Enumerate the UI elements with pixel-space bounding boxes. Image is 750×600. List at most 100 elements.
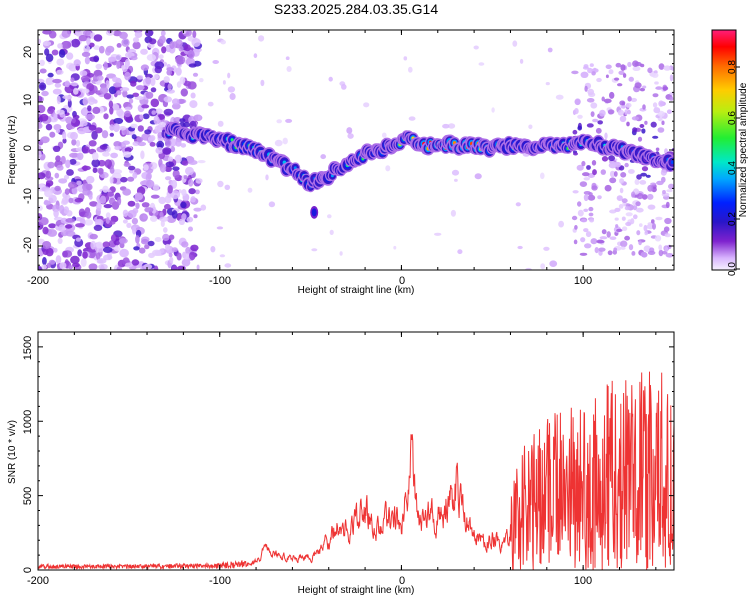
spectrogram-ytick-label: 20 (22, 46, 34, 58)
spectrogram-noise-blob (86, 183, 93, 191)
spectrogram-noise-blob (627, 61, 632, 68)
spectrogram-xtick-label: -200 (27, 275, 49, 287)
spectrogram-noise-blob (638, 240, 642, 246)
spectrogram-noise-blob (171, 265, 178, 270)
spectrogram-noise-blob (586, 123, 594, 128)
spectrogram-noise-blob (82, 251, 88, 259)
spectrogram-noise-blob (442, 123, 450, 129)
spectrogram-noise-blob (180, 201, 187, 209)
spectrogram-noise-blob (274, 139, 283, 147)
spectrogram-noise-blob (62, 138, 67, 144)
spectrogram-noise-blob (150, 194, 160, 199)
spectrogram-noise-blob (73, 59, 81, 67)
spectrogram-noise-blob (124, 58, 130, 68)
spectrogram-noise-blob (119, 248, 129, 258)
spectrogram-noise-blob (104, 159, 113, 169)
spectrogram-noise-blob (45, 170, 52, 179)
spectrogram-noise-blob (613, 247, 618, 252)
spectrogram-noise-blob (118, 238, 128, 244)
spectrogram-noise-blob (47, 107, 54, 115)
spectrogram-noise-blob (92, 152, 99, 161)
spectrogram-noise-blob (116, 266, 123, 270)
spectrogram-noise-blob (80, 75, 90, 82)
spectrogram-noise-blob (54, 172, 60, 179)
spectrogram-x-axis-label: Height of straight line (km) (298, 285, 415, 296)
spectrogram-noise-blob (589, 218, 595, 223)
spectrogram-noise-blob (655, 216, 663, 221)
spectrogram-noise-blob (647, 250, 656, 255)
spectrogram-noise-blob (64, 188, 70, 195)
spectrogram-noise-blob (603, 98, 612, 104)
spectrogram-noise-blob (119, 87, 130, 92)
spectrogram-noise-blob (619, 115, 627, 123)
spectrogram-noise-blob (70, 255, 80, 264)
spectrogram-noise-blob (588, 212, 594, 217)
spectrogram-noise-blob (665, 246, 669, 252)
spectrogram-noise-blob (140, 64, 149, 71)
spectrogram-noise-blob (116, 60, 121, 70)
spectrogram-noise-blob (639, 124, 645, 128)
spectrogram-noise-blob (144, 207, 154, 213)
spectrogram-noise-blob (604, 184, 612, 192)
spectrogram-noise-blob (150, 77, 156, 86)
spectrogram-noise-blob (621, 198, 628, 204)
spectrogram-noise-blob (631, 191, 636, 198)
spectrogram-noise-blob (210, 246, 216, 253)
spectrogram-noise-blob (655, 86, 663, 90)
spectrogram-noise-blob (154, 65, 162, 74)
spectrogram-noise-blob (147, 240, 155, 247)
spectrogram-noise-blob (158, 54, 164, 60)
spectrogram-noise-blob (141, 238, 149, 245)
spectrogram-noise-blob (328, 76, 333, 82)
spectrogram-noise-blob (227, 86, 236, 93)
spectrogram-noise-blob (102, 185, 109, 193)
spectrogram-noise-blob (162, 233, 170, 241)
spectrogram-noise-blob (217, 120, 224, 127)
spectrogram-noise-blob (79, 70, 88, 77)
spectrogram-noise-blob (124, 106, 132, 111)
spectrogram-noise-blob (185, 166, 194, 176)
spectrogram-noise-blob (601, 156, 609, 162)
snr-ytick-label: 500 (22, 487, 34, 505)
spectrogram-noise-blob (75, 30, 81, 33)
spectrogram-noise-blob (627, 96, 632, 102)
spectrogram-noise-blob (112, 76, 119, 83)
spectrogram-noise-blob (596, 77, 602, 83)
spectrogram-noise-blob (103, 204, 113, 209)
spectrogram-noise-blob (42, 257, 47, 266)
spectrogram-noise-blob (619, 100, 626, 106)
spectrogram-noise-blob (42, 41, 52, 46)
spectrogram-noise-blob (632, 66, 641, 71)
spectrogram-noise-blob (120, 176, 128, 183)
spectrogram-noise-blob (132, 226, 137, 235)
spectrogram-noise-blob (168, 234, 175, 240)
spectrogram-noise-blob (81, 51, 91, 58)
spectrogram-noise-blob (650, 121, 657, 128)
spectrogram-noise-blob (193, 214, 198, 219)
spectrogram-noise-blob (123, 162, 131, 167)
spectrogram-noise-blob (636, 174, 642, 180)
spectrogram-noise-blob (595, 127, 602, 134)
snr-ytick-label: 1500 (22, 336, 34, 360)
spectrogram-noise-blob (165, 161, 175, 168)
spectrogram-noise-blob (159, 163, 167, 173)
spectrogram-noise-blob (613, 171, 618, 177)
spectrogram-noise-blob (122, 219, 128, 224)
spectrogram-noise-blob (134, 96, 144, 100)
spectrogram-noise-blob (38, 38, 42, 45)
spectrogram-noise-blob (56, 95, 61, 105)
spectrogram-noise-blob (385, 165, 391, 172)
spectrogram-noise-blob (147, 172, 152, 180)
spectrogram-noise-blob (393, 245, 397, 250)
spectrogram-noise-blob (42, 247, 49, 256)
spectrogram-noise-blob (62, 95, 73, 100)
spectrogram-noise-blob (95, 63, 103, 70)
spectrogram-noise-blob (58, 49, 66, 58)
spectrogram-noise-blob (152, 184, 160, 192)
spectrogram-noise-blob (91, 159, 101, 168)
spectrogram-noise-blob (62, 131, 67, 140)
spectrogram-noise-blob (647, 67, 653, 74)
spectrogram-noise-blob (116, 43, 122, 48)
spectrogram-noise-blob (220, 39, 226, 45)
spectrogram-noise-blob (454, 178, 458, 182)
